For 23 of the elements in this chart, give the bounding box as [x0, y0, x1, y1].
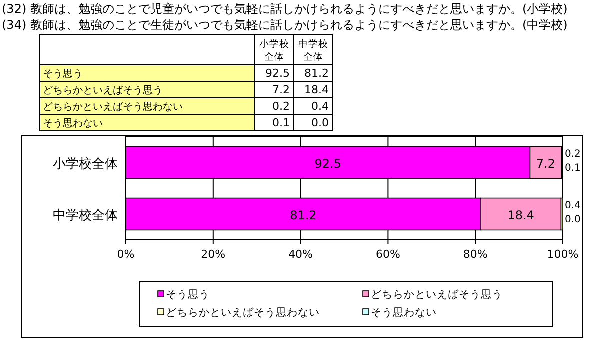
legend-label: そう思う	[166, 289, 210, 301]
x-tick-label: 80%	[463, 248, 488, 261]
legend-label: そう思わない	[371, 307, 437, 319]
legend-label: どちらかといえばそう思わない	[166, 307, 320, 319]
x-tick-label: 100%	[547, 248, 579, 261]
data-label: 0.0	[565, 214, 581, 226]
x-tick-label: 40%	[288, 248, 314, 261]
data-label: 92.5	[314, 156, 342, 171]
data-label: 18.4	[508, 208, 534, 222]
data-label: 7.2	[536, 156, 556, 171]
y-tick-label: 中学校全体	[53, 208, 118, 224]
table: 小学校全体 中学校全体 そう思う 92.5 81.2 どちらかといえばそう思う 7.2 18.4 どちらかといえばそう思わない 0.2 0.4 そう思わない 0.1 0.0	[40, 34, 334, 132]
data-label: 0.2	[565, 148, 581, 160]
chart-subtitle: (34) 教師は、勉強のことで生徒がいつでも気軽に話しかけられるようにすべきだと思いますか。(中学校)	[2, 18, 568, 32]
y-tick-label: 小学校全体	[53, 156, 118, 172]
x-tick-label: 0%	[117, 248, 135, 261]
data-label: 0.1	[565, 162, 581, 174]
chart-title: (32) 教師は、勉強のことで児童がいつでも気軽に話しかけられるようにすべきだと思いますか。(小学校)	[2, 2, 568, 16]
legend-label: どちらかといえばそう思う	[371, 289, 503, 301]
x-tick-label: 20%	[201, 248, 226, 261]
data-label: 81.2	[290, 208, 317, 222]
data-label: 0.4	[565, 200, 581, 212]
x-tick-label: 60%	[376, 248, 400, 261]
